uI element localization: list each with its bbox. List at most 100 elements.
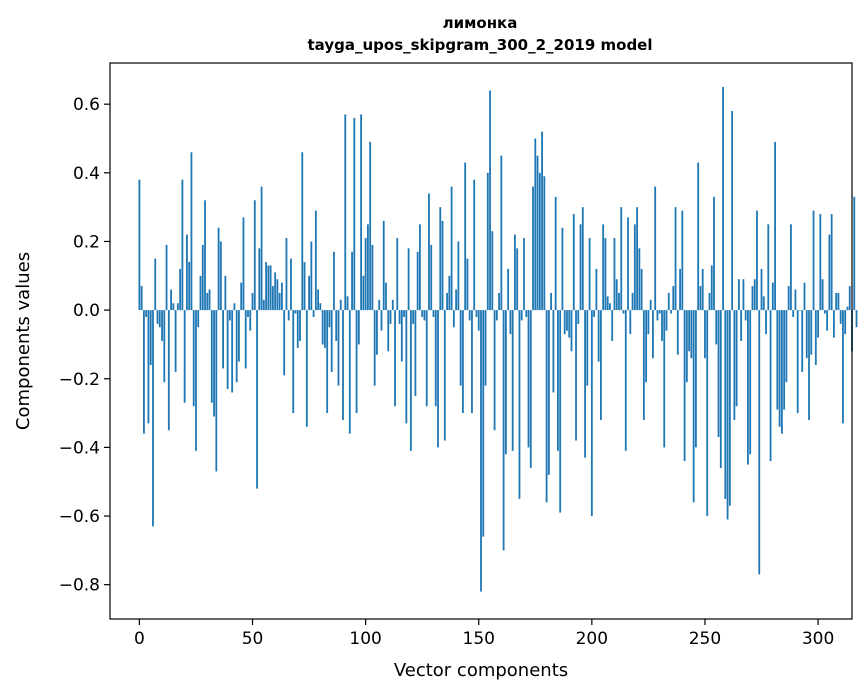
bar-304: [826, 310, 829, 331]
bar-314: [848, 286, 851, 311]
bar-215: [624, 310, 627, 451]
bar-164: [509, 310, 512, 335]
bar-230: [658, 310, 661, 314]
bar-125: [421, 310, 424, 317]
bar-22: [188, 262, 191, 311]
bar-238: [676, 310, 679, 355]
bar-235: [670, 310, 672, 314]
bar-155: [489, 90, 491, 311]
bar-106: [378, 299, 381, 311]
bar-58: [269, 265, 272, 311]
bar-284: [780, 310, 783, 434]
bar-279: [769, 310, 772, 462]
bar-14: [170, 289, 172, 311]
bar-124: [419, 224, 421, 311]
bar-46: [242, 217, 245, 311]
bar-75: [308, 275, 310, 311]
bar-237: [674, 207, 677, 311]
bar-111: [389, 310, 392, 324]
bar-181: [547, 310, 550, 475]
bar-25: [195, 310, 197, 451]
bar-137: [448, 275, 451, 311]
bar-216: [627, 217, 629, 311]
bar-100: [364, 238, 367, 311]
bar-153: [484, 310, 487, 386]
bar-202: [595, 268, 598, 311]
bar-141: [457, 241, 460, 311]
bar-199: [588, 238, 591, 311]
bar-258: [722, 87, 724, 311]
bar-2: [143, 310, 145, 434]
bar-112: [391, 299, 394, 311]
bar-89: [339, 299, 342, 311]
bar-208: [609, 303, 611, 311]
bar-162: [504, 310, 507, 455]
bar-105: [376, 310, 378, 355]
bar-107: [380, 310, 383, 331]
bar-180: [545, 310, 548, 503]
bar-261: [728, 310, 731, 506]
bar-292: [799, 310, 801, 311]
bar-68: [292, 310, 295, 414]
bar-201: [593, 310, 596, 317]
bar-166: [514, 234, 516, 311]
bar-207: [606, 296, 609, 311]
bar-97: [357, 310, 360, 345]
bar-35: [217, 227, 220, 311]
bar-291: [796, 310, 799, 414]
bar-145: [466, 258, 469, 311]
bar-244: [690, 310, 693, 359]
bar-229: [656, 310, 659, 321]
bar-165: [511, 310, 514, 451]
bar-239: [679, 268, 681, 311]
bar-286: [785, 310, 788, 383]
y-tick-label: 0.2: [73, 232, 100, 252]
bar-317: [855, 310, 858, 328]
bar-151: [480, 310, 482, 592]
bar-293: [801, 310, 804, 372]
bar-158: [495, 310, 498, 321]
bar-289: [792, 310, 795, 317]
bar-307: [833, 310, 835, 338]
bar-62: [278, 292, 281, 311]
bar-186: [559, 310, 562, 513]
bar-114: [396, 238, 399, 311]
bar-67: [290, 258, 292, 311]
bar-24: [192, 310, 195, 407]
bar-265: [737, 279, 740, 311]
bar-313: [846, 306, 849, 311]
bar-182: [550, 292, 553, 311]
bar-245: [692, 310, 695, 503]
bar-19: [181, 179, 184, 311]
bar-210: [613, 238, 616, 311]
bar-167: [516, 248, 519, 311]
bar-133: [439, 207, 442, 311]
bar-222: [640, 268, 643, 311]
bar-221: [638, 248, 641, 311]
bar-308: [835, 292, 838, 311]
bar-85: [330, 310, 333, 372]
bar-101: [366, 224, 369, 311]
bar-70: [296, 310, 299, 348]
y-axis-label: Components values: [13, 252, 34, 430]
bar-271: [751, 286, 754, 311]
bar-163: [507, 268, 510, 311]
bar-270: [749, 310, 752, 455]
bar-44: [238, 310, 240, 362]
x-axis-label: Vector components: [394, 660, 568, 681]
bar-117: [403, 310, 405, 317]
bar-52: [256, 310, 258, 489]
bar-257: [719, 310, 722, 468]
bar-82: [324, 310, 326, 348]
bar-300: [817, 310, 819, 338]
bar-56: [265, 262, 267, 311]
bar-198: [586, 310, 589, 386]
bar-8: [156, 310, 159, 324]
bar-90: [342, 310, 344, 420]
bar-236: [672, 286, 675, 311]
bar-226: [649, 299, 652, 311]
bar-157: [493, 310, 496, 431]
bar-161: [502, 310, 505, 551]
bar-10: [161, 310, 163, 341]
bar-312: [844, 310, 847, 335]
